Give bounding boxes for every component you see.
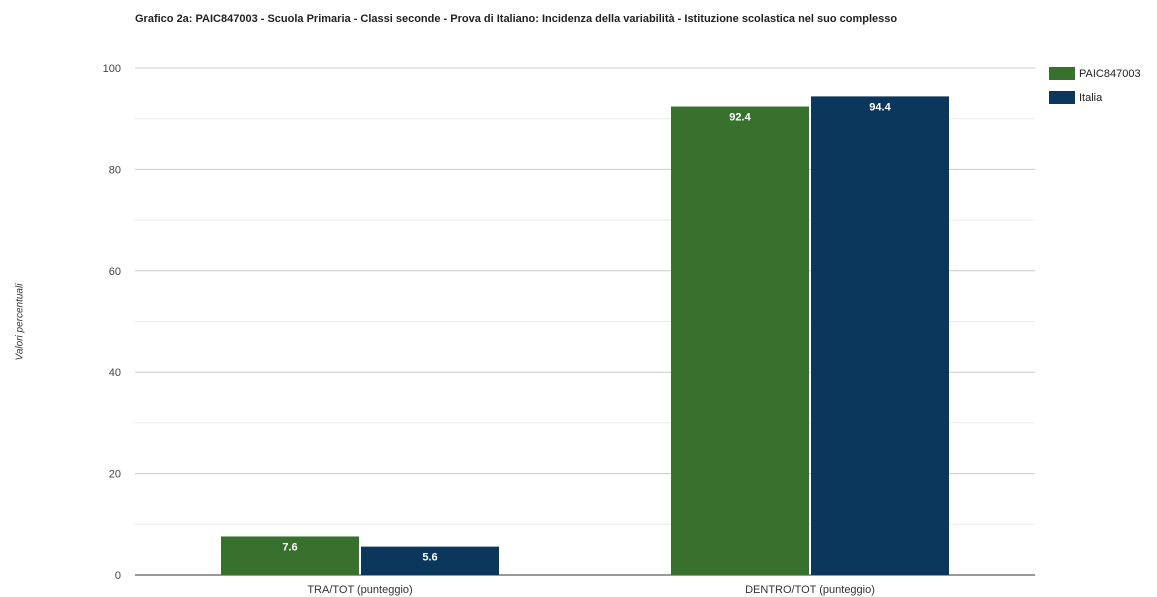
data-label: 7.6 bbox=[282, 541, 297, 553]
y-tick-label: 0 bbox=[115, 570, 121, 582]
legend-label-italia: Italia bbox=[1079, 91, 1103, 104]
bar-italia-1[interactable] bbox=[811, 96, 949, 575]
y-tick-label: 20 bbox=[109, 469, 121, 481]
y-tick-label: 60 bbox=[109, 266, 121, 278]
bar-paic847003-0[interactable] bbox=[221, 536, 359, 575]
x-tick-labels: TRA/TOT (punteggio) DENTRO/TOT (punteggio… bbox=[307, 584, 875, 596]
legend: PAIC847003 Italia bbox=[1049, 66, 1141, 114]
data-label: 94.4 bbox=[869, 101, 891, 113]
legend-item-italia[interactable]: Italia bbox=[1049, 90, 1141, 105]
legend-label-paic847003: PAIC847003 bbox=[1079, 67, 1141, 80]
chart-title: Grafico 2a: PAIC847003 - Scuola Primaria… bbox=[135, 13, 898, 25]
x-tick-label: TRA/TOT (punteggio) bbox=[307, 584, 412, 596]
bar-italia-0[interactable] bbox=[361, 546, 499, 575]
data-label: 5.6 bbox=[422, 552, 437, 564]
y-tick-label: 40 bbox=[109, 367, 121, 379]
y-tick-label: 100 bbox=[103, 63, 121, 75]
y-tick-label: 80 bbox=[109, 164, 121, 176]
bars: 7.6 5.6 92.4 94.4 bbox=[221, 96, 949, 576]
data-label: 92.4 bbox=[729, 112, 751, 124]
legend-swatch-italia bbox=[1049, 91, 1075, 104]
legend-swatch-paic847003 bbox=[1049, 67, 1075, 80]
legend-item-paic847003[interactable]: PAIC847003 bbox=[1049, 66, 1141, 81]
y-tick-labels: 0 20 40 60 80 100 bbox=[103, 63, 121, 582]
bar-paic847003-1[interactable] bbox=[671, 106, 809, 576]
x-tick-label: DENTRO/TOT (punteggio) bbox=[745, 584, 875, 596]
